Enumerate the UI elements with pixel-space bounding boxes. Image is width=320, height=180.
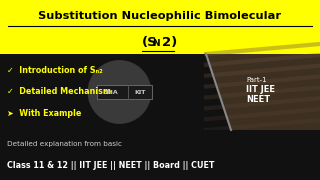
Text: NEET: NEET	[246, 96, 270, 105]
Text: KIT: KIT	[135, 89, 146, 94]
Text: ✓  Detailed Mechanism: ✓ Detailed Mechanism	[7, 87, 111, 96]
Text: IIT JEE: IIT JEE	[246, 86, 275, 94]
Text: ✓  Introduction of Sₙ₂: ✓ Introduction of Sₙ₂	[7, 66, 103, 75]
Text: Class 11 & 12 || IIT JEE || NEET || Board || CUET: Class 11 & 12 || IIT JEE || NEET || Boar…	[7, 161, 214, 170]
Bar	[0, 0, 320, 54]
Text: Part-1: Part-1	[246, 77, 267, 83]
Text: 2): 2)	[162, 36, 177, 49]
Text: Substitution Nucleophilic Bimolecular: Substitution Nucleophilic Bimolecular	[38, 11, 282, 21]
Text: N: N	[152, 39, 160, 48]
Text: ➤  With Example: ➤ With Example	[7, 109, 81, 118]
Text: SHA: SHA	[104, 89, 119, 94]
Text: Detailed explanation from basic: Detailed explanation from basic	[7, 141, 122, 147]
Text: (S: (S	[142, 36, 158, 49]
Polygon shape	[206, 54, 320, 130]
Circle shape	[88, 60, 151, 124]
Bar	[98, 85, 152, 99]
Bar	[0, 130, 320, 180]
